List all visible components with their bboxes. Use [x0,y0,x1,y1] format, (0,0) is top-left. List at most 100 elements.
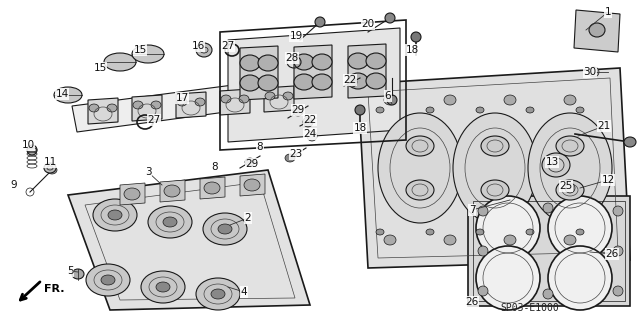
Ellipse shape [124,188,140,200]
Text: 20: 20 [362,19,374,29]
Polygon shape [294,45,332,99]
Polygon shape [88,98,118,124]
Ellipse shape [347,77,357,87]
Ellipse shape [86,264,130,296]
Ellipse shape [481,136,509,156]
Text: 1: 1 [605,7,611,17]
Text: 15: 15 [133,45,147,55]
Text: 8: 8 [212,162,218,172]
Ellipse shape [315,17,325,27]
Ellipse shape [221,95,231,103]
Polygon shape [240,174,265,196]
Ellipse shape [108,210,122,220]
Ellipse shape [177,98,187,106]
Ellipse shape [624,137,636,147]
Ellipse shape [526,229,534,235]
Polygon shape [200,177,225,199]
Ellipse shape [613,206,623,216]
Text: 25: 25 [559,181,573,191]
Polygon shape [68,170,310,310]
Ellipse shape [348,73,368,89]
Ellipse shape [93,199,137,231]
Ellipse shape [481,180,509,200]
Ellipse shape [384,95,396,105]
Text: 18: 18 [405,45,419,55]
Ellipse shape [444,95,456,105]
Ellipse shape [613,246,623,256]
Text: 16: 16 [191,41,205,51]
Ellipse shape [426,229,434,235]
Text: 18: 18 [353,123,367,133]
Text: FR.: FR. [44,284,65,294]
Text: 22: 22 [303,115,317,125]
Ellipse shape [203,213,247,245]
Text: 12: 12 [602,175,614,185]
Ellipse shape [385,13,395,23]
Ellipse shape [47,166,57,174]
Ellipse shape [613,286,623,296]
Text: 9: 9 [11,180,17,190]
Ellipse shape [548,246,612,310]
Ellipse shape [195,98,205,106]
Text: 3: 3 [145,167,151,177]
Ellipse shape [72,269,84,279]
Ellipse shape [27,145,37,155]
Ellipse shape [589,67,599,77]
Ellipse shape [156,282,170,292]
Ellipse shape [348,53,368,69]
Bar [473,201,625,301]
Ellipse shape [104,53,136,71]
Text: 22: 22 [344,75,356,85]
Text: 10: 10 [21,140,35,150]
Text: SP03-E1000: SP03-E1000 [500,303,559,313]
Ellipse shape [265,92,275,100]
Ellipse shape [196,43,212,57]
Ellipse shape [285,154,295,162]
Text: 23: 23 [289,149,303,159]
Ellipse shape [526,107,534,113]
Ellipse shape [426,107,434,113]
Ellipse shape [378,113,462,223]
Ellipse shape [240,55,260,71]
Ellipse shape [478,206,488,216]
Polygon shape [120,183,145,205]
Ellipse shape [151,101,161,109]
Ellipse shape [387,95,397,105]
Polygon shape [348,44,386,98]
Polygon shape [176,92,206,118]
Ellipse shape [204,182,220,194]
Ellipse shape [543,289,553,299]
Ellipse shape [101,275,115,285]
Ellipse shape [355,105,365,115]
Text: 27: 27 [147,115,161,125]
Text: 17: 17 [175,93,189,103]
Polygon shape [132,95,162,121]
Ellipse shape [366,73,386,89]
Polygon shape [358,68,630,268]
Ellipse shape [478,286,488,296]
Ellipse shape [245,158,255,166]
Ellipse shape [476,196,540,260]
Ellipse shape [453,113,537,223]
Ellipse shape [240,75,260,91]
Ellipse shape [376,229,384,235]
Polygon shape [72,75,315,132]
Ellipse shape [312,74,332,90]
Polygon shape [240,46,278,100]
Ellipse shape [244,179,260,191]
Ellipse shape [283,92,293,100]
Ellipse shape [218,224,232,234]
Ellipse shape [542,153,570,177]
Ellipse shape [376,107,384,113]
Polygon shape [220,89,250,115]
Ellipse shape [564,235,576,245]
Ellipse shape [293,108,303,116]
Bar [468,196,630,306]
Text: 28: 28 [285,53,299,63]
Text: 14: 14 [56,89,68,99]
Ellipse shape [163,217,177,227]
Ellipse shape [132,45,164,63]
Ellipse shape [196,278,240,310]
Polygon shape [160,180,185,202]
Ellipse shape [478,246,488,256]
